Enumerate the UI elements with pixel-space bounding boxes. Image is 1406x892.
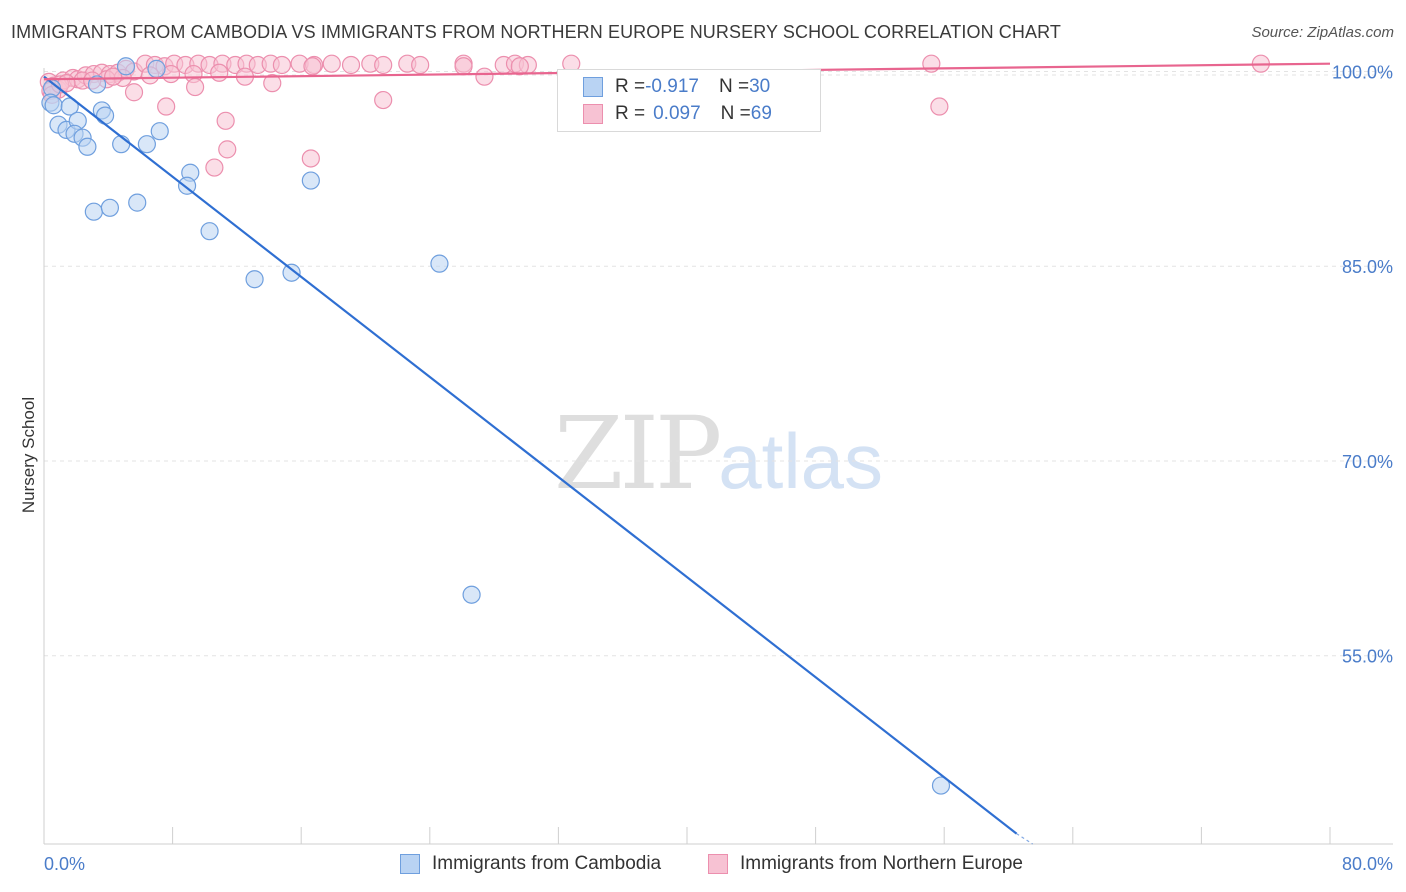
watermark-zip: ZIP <box>554 395 722 512</box>
data-point-northern-europe <box>301 149 320 168</box>
data-point-northern-europe <box>322 54 341 73</box>
legend-n-value: 69 <box>750 103 772 124</box>
y-tick-label: 85.0% <box>1342 257 1393 277</box>
legend-r-value: 0.097 <box>653 103 701 124</box>
data-point-cambodia <box>100 198 120 217</box>
data-point-cambodia <box>150 122 169 141</box>
series-cambodia-points <box>41 57 951 795</box>
data-point-cambodia <box>128 193 147 212</box>
data-point-northern-europe <box>186 77 205 97</box>
data-point-northern-europe <box>411 55 430 75</box>
data-point-northern-europe <box>341 55 361 75</box>
legend-label-cambodia: Immigrants from Cambodia <box>432 853 662 874</box>
chart-title: IMMIGRANTS FROM CAMBODIA VS IMMIGRANTS F… <box>11 22 1061 42</box>
legend-row-cambodia: R = -0.917 N = 30 <box>583 75 770 99</box>
data-point-cambodia <box>931 776 951 795</box>
data-point-cambodia <box>95 106 115 125</box>
data-point-northern-europe <box>475 67 494 86</box>
trend-line-cambodia-extension <box>1016 833 1033 845</box>
legend-r-label: R = <box>615 103 646 124</box>
x-tick-labels: 0.0% 80.0% <box>44 854 1393 874</box>
y-tick-label: 100.0% <box>1332 62 1393 82</box>
data-point-northern-europe <box>104 67 123 86</box>
correlation-legend: R = -0.917 N = 30 R = 0.097 N = 69 <box>557 69 821 132</box>
legend-item-northern-europe: Immigrants from Northern Europe <box>708 851 1023 877</box>
data-point-cambodia <box>87 75 107 94</box>
data-point-cambodia <box>44 96 63 115</box>
data-point-northern-europe <box>205 158 224 177</box>
data-point-northern-europe <box>263 74 282 93</box>
trend-lines <box>43 62 1331 845</box>
data-point-northern-europe <box>510 57 529 76</box>
y-tick-labels: 100.0% 85.0% 70.0% 55.0% <box>1332 62 1393 666</box>
legend-n-value: 30 <box>749 76 771 97</box>
legend-row-northern-europe: R = 0.097 N = 69 <box>583 102 772 126</box>
axes <box>43 68 1393 845</box>
y-axis-label: Nursery School <box>19 397 38 513</box>
legend-swatch-blue <box>583 77 603 97</box>
data-point-northern-europe <box>454 57 473 76</box>
data-point-northern-europe <box>218 140 237 159</box>
grid-lines <box>44 70 1392 657</box>
data-point-northern-europe <box>124 83 144 102</box>
data-point-cambodia <box>430 254 449 273</box>
legend-label-northern-europe: Immigrants from Northern Europe <box>740 853 1023 874</box>
x-tick-label: 0.0% <box>44 854 85 874</box>
data-point-cambodia <box>282 263 301 282</box>
data-point-northern-europe <box>303 57 322 76</box>
legend-r-value: -0.917 <box>645 76 699 97</box>
legend-n-label: N = <box>720 103 751 124</box>
data-point-cambodia <box>84 202 103 221</box>
data-point-northern-europe <box>157 97 176 116</box>
trend-line-cambodia <box>43 75 1018 835</box>
data-point-cambodia <box>112 135 131 154</box>
y-tick-label: 55.0% <box>1342 647 1393 667</box>
legend-swatch-pink <box>583 104 603 124</box>
data-point-northern-europe <box>930 97 949 116</box>
source-label: Source: ZipAtlas.com <box>1251 24 1394 41</box>
data-point-cambodia <box>147 59 166 78</box>
x-tick-label: 80.0% <box>1342 854 1393 874</box>
legend-item-cambodia: Immigrants from Cambodia <box>400 851 661 877</box>
data-point-cambodia <box>200 222 219 241</box>
data-point-cambodia <box>137 135 156 154</box>
data-point-northern-europe <box>272 55 292 75</box>
data-point-cambodia <box>116 57 136 76</box>
data-point-cambodia <box>301 171 320 190</box>
data-point-northern-europe <box>374 55 393 75</box>
data-point-northern-europe <box>374 90 393 110</box>
legend-swatch-blue <box>400 854 420 874</box>
legend-n-label: N = <box>718 76 750 97</box>
data-point-cambodia <box>462 585 481 604</box>
data-point-cambodia <box>245 270 264 289</box>
legend-r-label: R = <box>615 76 646 97</box>
data-point-northern-europe <box>210 63 229 82</box>
data-point-cambodia <box>78 137 97 156</box>
data-point-northern-europe <box>216 111 235 130</box>
legend-swatch-pink <box>708 854 728 874</box>
y-tick-label: 70.0% <box>1342 452 1393 472</box>
